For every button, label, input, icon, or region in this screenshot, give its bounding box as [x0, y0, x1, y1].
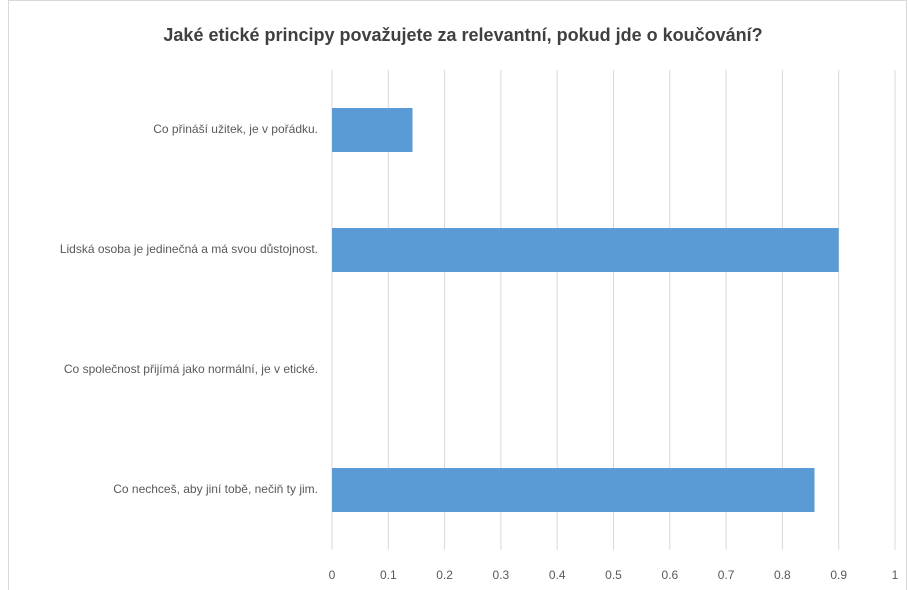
y-tick-label: Co přináší užitek, je v pořádku. [153, 122, 318, 136]
x-tick-label: 0.6 [661, 568, 678, 582]
y-tick-label: Lidská osoba je jedinečná a má svou důst… [60, 242, 318, 256]
x-tick-label: 0.1 [380, 568, 397, 582]
x-tick-label: 0 [329, 568, 336, 582]
x-tick-label: 0.5 [605, 568, 622, 582]
x-tick-label: 0.9 [830, 568, 847, 582]
y-tick-label: Co společnost přijímá jako normální, je … [64, 362, 318, 376]
bar [332, 468, 815, 512]
chart-title: Jaké etické principy považujete za relev… [163, 25, 762, 45]
y-tick-label: Co nechceš, aby jiní tobě, nečiň ty jim. [113, 482, 318, 496]
x-tick-label: 0.7 [718, 568, 735, 582]
x-tick-label: 0.4 [549, 568, 566, 582]
x-tick-label: 1 [892, 568, 899, 582]
x-tick-label: 0.8 [774, 568, 791, 582]
bar [332, 108, 413, 152]
bar [332, 228, 839, 272]
x-tick-label: 0.2 [436, 568, 453, 582]
x-tick-label: 0.3 [493, 568, 510, 582]
